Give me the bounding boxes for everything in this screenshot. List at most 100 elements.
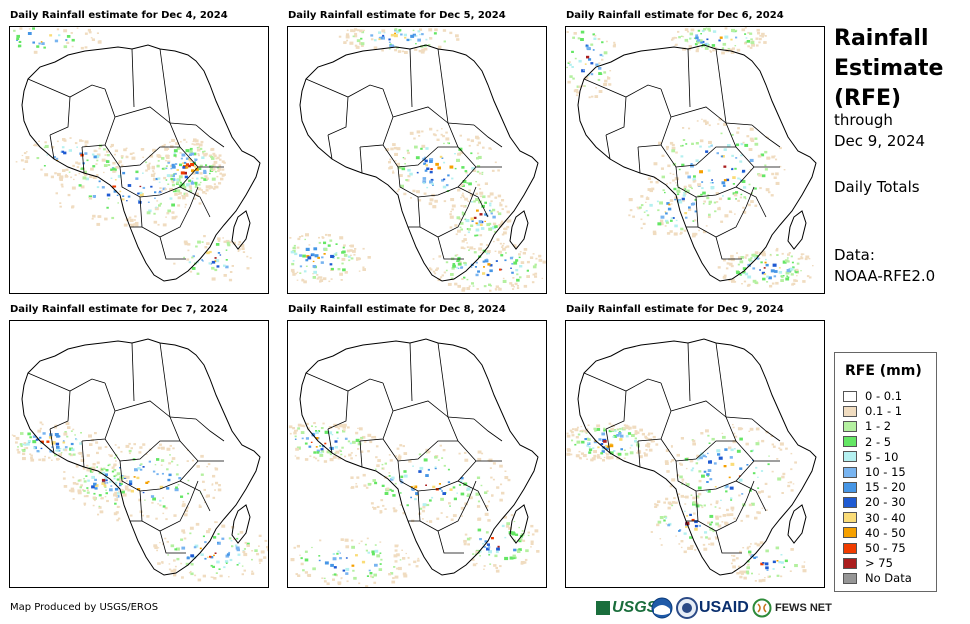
rainfall-pixel [731,28,735,33]
rainfall-pixel [509,282,513,285]
rainfall-pixel [582,85,585,87]
rainfall-pixel [322,422,325,425]
rainfall-pixel [684,510,686,512]
rainfall-pixel [362,247,365,250]
rainfall-pixel [93,492,96,495]
rainfall-pixel [660,167,664,170]
rainfall-pixel [772,568,775,570]
rainfall-pixel [700,33,702,35]
rainfall-pixel [194,544,199,548]
rainfall-pixel [425,164,428,167]
rainfall-pixel [503,515,507,519]
rainfall-pixel [165,179,168,181]
africa-coastline [21,44,261,282]
rainfall-pixel [445,261,449,264]
rainfall-pixel [135,177,139,180]
rainfall-pixel [388,472,391,474]
rainfall-pixel [180,171,185,175]
rainfall-pixel [162,512,165,515]
rainfall-pixel [478,247,483,251]
rainfall-pixel [171,457,176,460]
rainfall-pixel [79,139,83,142]
rainfall-pixel [373,581,377,584]
rainfall-pixel [567,80,571,84]
rainfall-pixel [772,263,777,267]
rainfall-pixel [484,220,486,222]
rainfall-pixel [571,434,575,437]
rainfall-pixel [297,574,301,577]
legend-swatch [843,451,857,463]
rainfall-pixel [199,147,203,150]
rainfall-pixel [364,543,367,546]
rainfall-pixel [490,148,492,150]
rainfall-pixel [59,175,64,179]
rainfall-pixel [86,491,90,494]
rainfall-pixel [237,250,240,252]
rainfall-pixel [196,177,199,180]
rainfall-pixel [732,278,735,281]
rainfall-pixel [81,140,84,142]
rainfall-pixel [118,491,121,493]
country-border [695,186,755,238]
rainfall-pixel [56,434,60,438]
rainfall-pixel [183,256,185,259]
rainfall-pixel [609,456,614,460]
rainfall-pixel [707,452,709,455]
rainfall-pixel [75,161,79,164]
rainfall-pixel [83,173,86,175]
rainfall-pixel [501,208,504,211]
rainfall-pixel [91,466,96,470]
rainfall-pixel [483,546,486,548]
rainfall-pixel [390,478,394,481]
rainfall-pixel [379,511,382,514]
rainfall-pixel [159,190,162,193]
rainfall-pixel [398,29,402,32]
rainfall-pixel [20,432,24,435]
rainfall-pixel [412,465,414,467]
rainfall-pixel [60,178,62,180]
rainfall-pixel [428,28,433,32]
rainfall-pixel [112,170,116,173]
rainfall-pixel [454,254,457,257]
rainfall-pixel [522,539,526,542]
rainfall-pixel [128,452,131,455]
rainfall-pixel [80,46,84,50]
rainfall-pixel [251,572,255,575]
rainfall-pixel [33,144,35,146]
rainfall-pixel [735,191,739,194]
rainfall-pixel [754,204,758,207]
rainfall-pixel [503,227,506,230]
rainfall-pixel [710,144,713,147]
rainfall-pixel [667,207,672,211]
rainfall-pixel [258,558,263,562]
rainfall-pixel [438,255,442,258]
rainfall-pixel [367,482,372,486]
rainfall-pixel [708,213,711,216]
rainfall-pixel [601,447,605,450]
rainfall-pixel [79,152,83,155]
rainfall-pixel [84,32,88,35]
rainfall-pixel [445,184,449,187]
rainfall-pixel [340,450,342,452]
rainfall-pixel [180,538,184,541]
rainfall-pixel [117,202,119,204]
rainfall-pixel [566,432,569,435]
rainfall-pixel [744,27,747,29]
rainfall-pixel [356,257,360,261]
rainfall-pixel [305,422,309,426]
rainfall-pixel [728,262,733,266]
rainfall-pixel [94,432,97,435]
rainfall-pixel [612,436,615,438]
rainfall-pixel [424,169,428,172]
rainfall-pixel [481,171,484,174]
rainfall-pixel [479,213,483,216]
rainfall-pixel [304,550,308,553]
rainfall-pixel [183,537,187,540]
rainfall-pixel [743,280,747,283]
rainfall-pixel [178,191,182,195]
rainfall-pixel [340,453,343,456]
rainfall-pixel [756,543,761,547]
rainfall-pixel [80,153,84,157]
rainfall-pixel [475,261,478,264]
rainfall-pixel [93,149,97,153]
